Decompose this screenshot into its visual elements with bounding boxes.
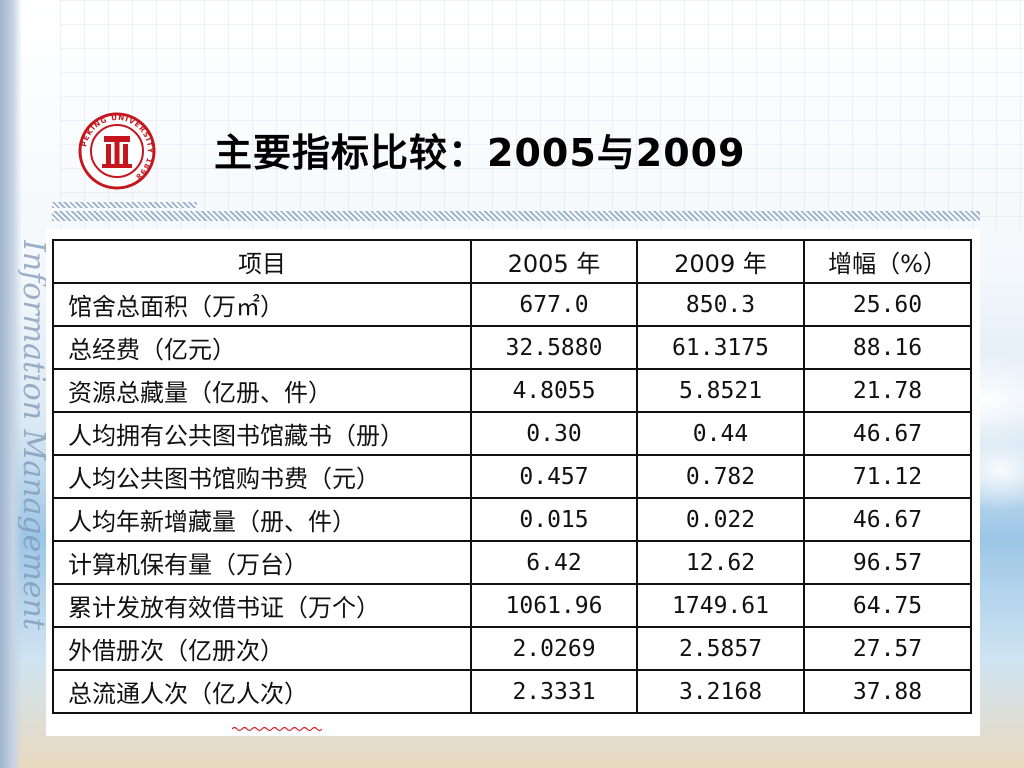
value-2009: 850.3 bbox=[636, 282, 805, 327]
value-growth: 71.12 bbox=[803, 454, 972, 499]
row-label: 人均拥有公共图书馆藏书（册） bbox=[52, 411, 472, 456]
svg-text:Information Management: Information Management bbox=[18, 240, 48, 631]
value-growth: 88.16 bbox=[803, 325, 972, 370]
table-row: 人均公共图书馆购书费（元） 0.457 0.782 71.12 bbox=[52, 454, 972, 499]
value-growth: 64.75 bbox=[803, 583, 972, 628]
value-2005: 32.5880 bbox=[470, 325, 638, 370]
value-growth: 25.60 bbox=[803, 282, 972, 327]
value-2005: 2.0269 bbox=[470, 626, 638, 671]
table-row: 馆舍总面积（万㎡） 677.0 850.3 25.60 bbox=[52, 282, 972, 327]
row-label: 总流通人次（亿人次） bbox=[52, 669, 472, 714]
slide-title: 主要指标比较：2005与2009 bbox=[214, 131, 746, 175]
table-header-row: 项目 2005 年 2009 年 增幅（%） bbox=[52, 239, 972, 284]
table-row: 外借册次（亿册次） 2.0269 2.5857 27.57 bbox=[52, 626, 972, 671]
value-2009: 61.3175 bbox=[636, 325, 805, 370]
value-2005: 1061.96 bbox=[470, 583, 638, 628]
value-growth: 46.67 bbox=[803, 497, 972, 542]
background-grid bbox=[60, 0, 1024, 230]
table-panel: 项目 2005 年 2009 年 增幅（%） 馆舍总面积（万㎡） 677.0 8… bbox=[46, 229, 980, 736]
value-2005: 677.0 bbox=[470, 282, 638, 327]
value-2005: 4.8055 bbox=[470, 368, 638, 413]
title-divider-short bbox=[52, 202, 197, 208]
value-2009: 3.2168 bbox=[636, 669, 805, 714]
table-row: 人均拥有公共图书馆藏书（册） 0.30 0.44 46.67 bbox=[52, 411, 972, 456]
value-2009: 5.8521 bbox=[636, 368, 805, 413]
value-growth: 96.57 bbox=[803, 540, 972, 585]
value-2009: 12.62 bbox=[636, 540, 805, 585]
row-label: 人均公共图书馆购书费（元） bbox=[52, 454, 472, 499]
row-label: 人均年新增藏量（册、件） bbox=[52, 497, 472, 542]
row-label: 馆舍总面积（万㎡） bbox=[52, 282, 472, 327]
value-growth: 21.78 bbox=[803, 368, 972, 413]
row-label: 总经费（亿元） bbox=[52, 325, 472, 370]
value-2009: 0.44 bbox=[636, 411, 805, 456]
header-2009: 2009 年 bbox=[636, 239, 805, 284]
table-row: 总经费（亿元） 32.5880 61.3175 88.16 bbox=[52, 325, 972, 370]
peking-university-logo: PEKING UNIVERSITY 1898 bbox=[78, 112, 156, 190]
value-2005: 2.3331 bbox=[470, 669, 638, 714]
header-growth: 增幅（%） bbox=[803, 239, 972, 284]
table-row: 人均年新增藏量（册、件） 0.015 0.022 46.67 bbox=[52, 497, 972, 542]
title-divider bbox=[52, 211, 980, 221]
value-2009: 0.782 bbox=[636, 454, 805, 499]
value-2009: 0.022 bbox=[636, 497, 805, 542]
value-2005: 0.015 bbox=[470, 497, 638, 542]
value-2009: 2.5857 bbox=[636, 626, 805, 671]
value-2005: 0.457 bbox=[470, 454, 638, 499]
value-growth: 37.88 bbox=[803, 669, 972, 714]
value-growth: 46.67 bbox=[803, 411, 972, 456]
table-row: 计算机保有量（万台） 6.42 12.62 96.57 bbox=[52, 540, 972, 585]
spellcheck-underline bbox=[232, 726, 322, 732]
left-edge-bar bbox=[0, 0, 22, 768]
value-2009: 1749.61 bbox=[636, 583, 805, 628]
row-label: 外借册次（亿册次） bbox=[52, 626, 472, 671]
row-label: 累计发放有效借书证（万个） bbox=[52, 583, 472, 628]
table-row: 累计发放有效借书证（万个） 1061.96 1749.61 64.75 bbox=[52, 583, 972, 628]
value-2005: 0.30 bbox=[470, 411, 638, 456]
header-item: 项目 bbox=[52, 239, 472, 284]
header-2005: 2005 年 bbox=[470, 239, 638, 284]
indicator-comparison-table: 项目 2005 年 2009 年 增幅（%） 馆舍总面积（万㎡） 677.0 8… bbox=[52, 239, 972, 714]
value-growth: 27.57 bbox=[803, 626, 972, 671]
row-label: 计算机保有量（万台） bbox=[52, 540, 472, 585]
table-row: 总流通人次（亿人次） 2.3331 3.2168 37.88 bbox=[52, 669, 972, 714]
row-label: 资源总藏量（亿册、件） bbox=[52, 368, 472, 413]
value-2005: 6.42 bbox=[470, 540, 638, 585]
table-row: 资源总藏量（亿册、件） 4.8055 5.8521 21.78 bbox=[52, 368, 972, 413]
side-watermark-text: Information Management bbox=[18, 240, 48, 631]
